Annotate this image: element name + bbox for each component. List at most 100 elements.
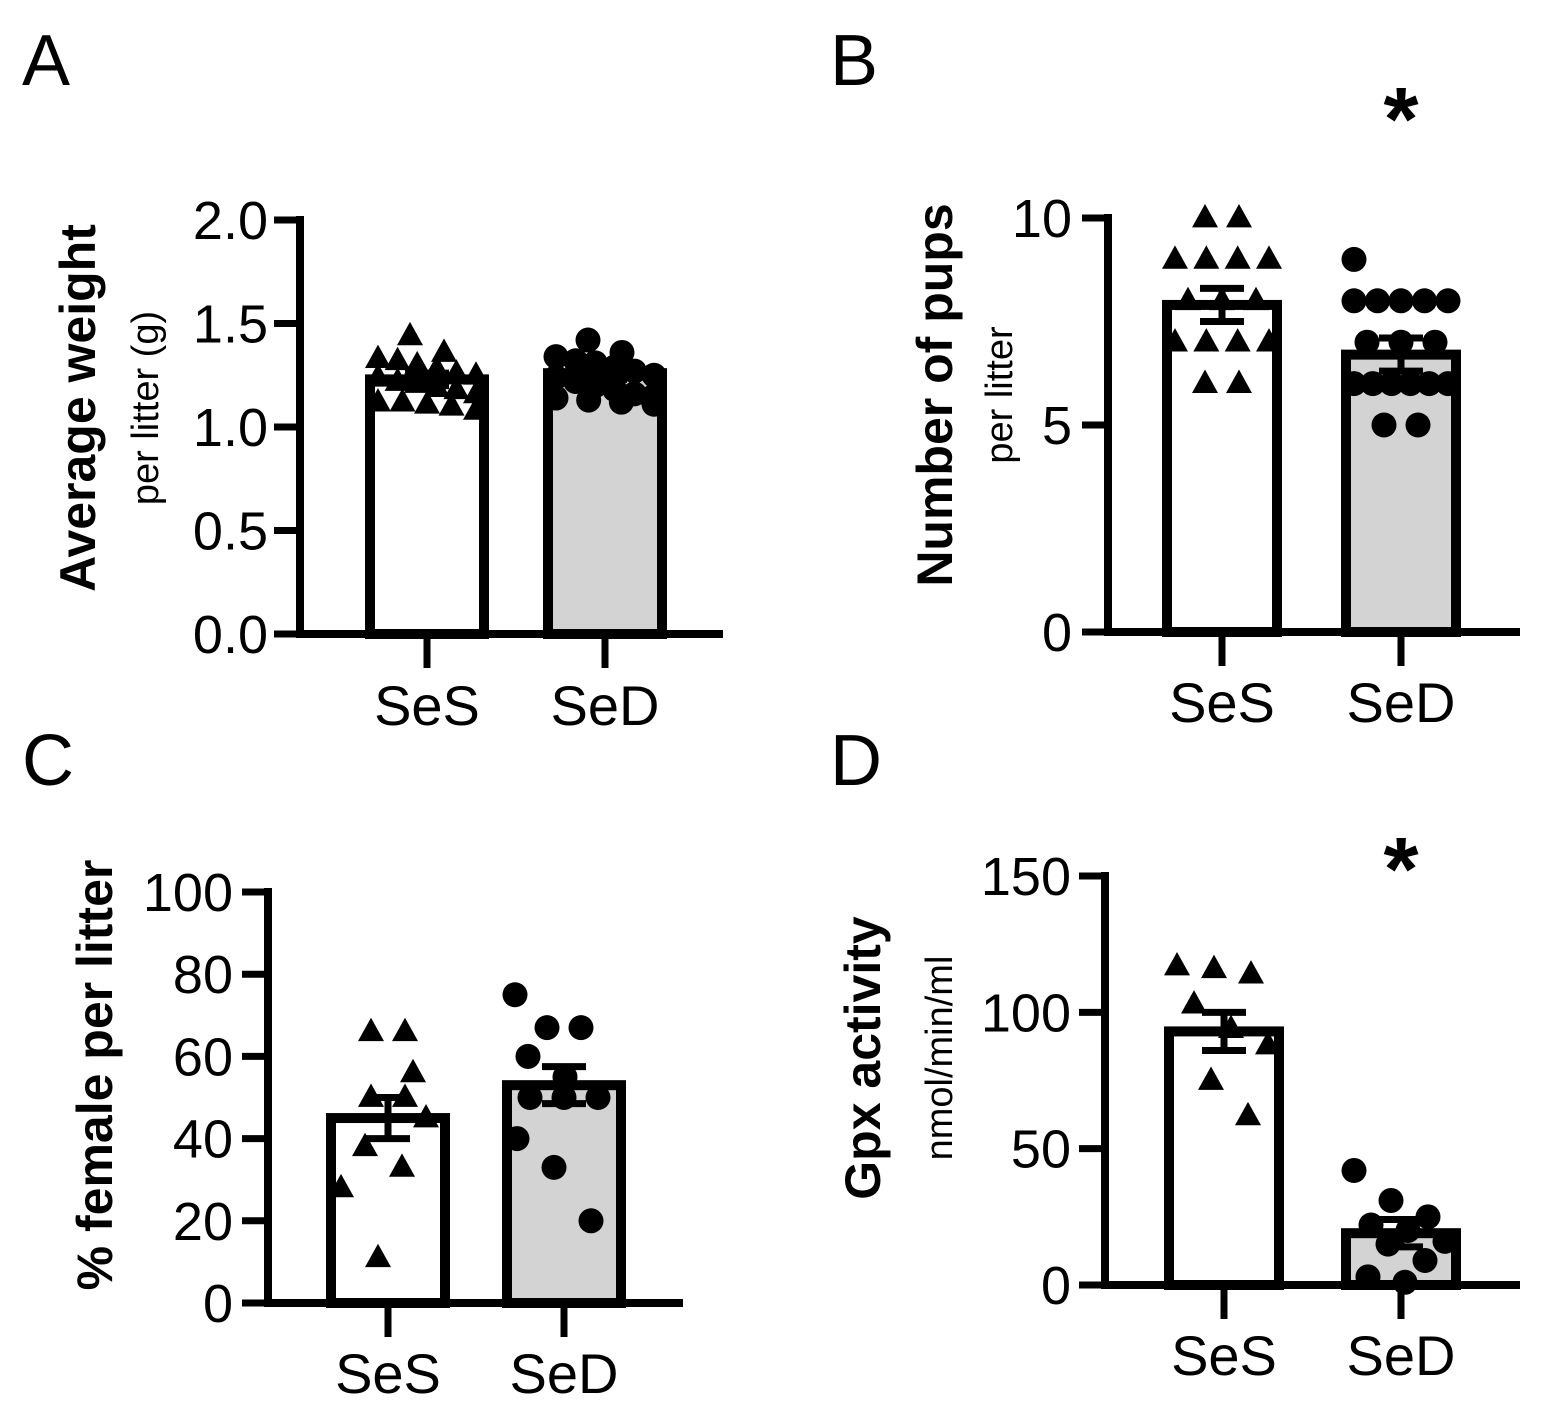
y-tick-label: 10 [1012,189,1072,249]
data-point-sed [502,982,528,1008]
data-point-ses [463,361,489,385]
data-point-sed [1341,371,1367,397]
data-point-sed [1378,1187,1404,1213]
data-point-ses [443,359,470,383]
data-point-ses [1224,328,1251,352]
data-point-sed [1341,1157,1367,1183]
y-tick-label: 150 [981,847,1071,907]
data-point-ses [414,390,440,414]
y-axis-subtitle: per litter [979,326,1021,464]
y-tick-label: 40 [173,1110,233,1170]
data-point-ses [1193,328,1220,352]
y-axis-subtitle: per litter (g) [125,311,167,505]
data-point-ses [443,375,470,400]
data-point-ses [384,346,411,371]
y-axis-title: % female per litter [67,860,123,1291]
panel-b-pups-chart: B 0 5 10 SeS SeD Number of pups per litter * [830,21,1520,734]
data-point-sed [1432,1228,1458,1254]
data-point-ses [431,338,457,362]
bar-ses [326,1113,450,1309]
data-point-ses [365,1243,391,1268]
data-point-sed [641,362,667,388]
y-tick-label: 100 [981,983,1071,1043]
data-point-ses [1198,1066,1224,1090]
data-point-ses [400,1058,426,1083]
data-point-ses [463,396,489,420]
data-point-sed [578,1208,604,1234]
data-point-sed [568,1015,594,1041]
y-tick-label: 0.5 [193,502,268,562]
y-tick-label: 0.0 [193,605,268,665]
data-point-ses [1162,328,1188,352]
data-point-ses [392,1017,418,1042]
data-point-ses [1243,286,1269,311]
data-point-ses [1162,245,1188,269]
data-point-sed [1371,412,1397,438]
data-point-ses [1226,369,1252,393]
data-point-sed [1341,288,1367,314]
data-point-ses [1181,990,1207,1014]
data-point-sed [1412,288,1437,314]
data-point-sed [1415,1204,1441,1230]
y-tick-label: 20 [173,1192,233,1252]
data-point-ses [1238,960,1264,984]
data-point-sed [585,1085,611,1110]
panel-d-gpx-chart: D 0 50 100 150 SeS SeD Gpx activity nmol/min/ml * [830,721,1520,1387]
panel-c-female-chart: C 0 20 40 60 80 100 SeS SeD % female per litter [22,721,683,1405]
data-point-sed [515,1043,541,1069]
data-point-ses [1235,1101,1261,1126]
bar-sed [502,1080,626,1309]
data-point-ses [1192,369,1218,393]
data-point-sed [563,348,589,374]
data-point-ses [1256,328,1282,352]
y-tick-label: 100 [143,863,233,923]
bar-ses [1164,1026,1284,1291]
y-tick-label: 5 [1042,396,1072,456]
data-point-sed [641,391,667,417]
data-point-sed [1397,371,1423,397]
y-tick-label: 2.0 [193,191,268,251]
data-point-sed [576,387,602,413]
data-point-ses [1164,951,1190,976]
data-point-sed [543,385,569,411]
panel-letter: C [22,721,74,801]
y-axis-title: Number of pups [907,203,963,586]
data-point-sed [1379,371,1405,397]
y-tick-label: 60 [173,1027,233,1087]
data-point-sed [1354,329,1380,355]
data-point-ses [365,363,391,387]
data-point-sed [563,368,589,394]
data-point-sed [1341,246,1367,272]
y-tick-label: 50 [1011,1120,1071,1180]
data-point-ses [404,350,431,375]
data-point-ses [1201,954,1227,979]
x-category-label: SeS [374,674,480,737]
data-point-sed [1422,329,1448,355]
y-tick-label: 0 [203,1274,233,1334]
y-axis-title: Gpx activity [835,916,891,1200]
data-point-sed [504,1126,530,1152]
data-point-ses [1255,1031,1281,1055]
y-axis-title: Average weight [50,224,106,592]
data-point-ses [365,388,391,412]
data-point-sed [543,364,569,390]
x-category-label: SeD [1347,1324,1456,1387]
data-point-sed [1365,288,1390,314]
significance-marker: * [1383,70,1418,170]
data-point-sed [1358,1212,1384,1238]
data-point-ses [1193,245,1220,269]
bar-ses [1162,299,1282,637]
data-point-sed [543,344,569,370]
x-category-label: SeS [1171,1324,1277,1387]
data-point-sed [541,1154,567,1180]
panel-letter: B [830,21,878,101]
data-point-sed [534,1015,560,1041]
data-point-ses [413,1104,439,1128]
data-point-ses [463,379,489,404]
data-point-sed [1405,412,1431,438]
data-point-ses [384,367,411,391]
data-point-ses [1226,203,1252,228]
data-point-sed [1412,1247,1438,1273]
y-tick-label: 0 [1042,603,1072,663]
